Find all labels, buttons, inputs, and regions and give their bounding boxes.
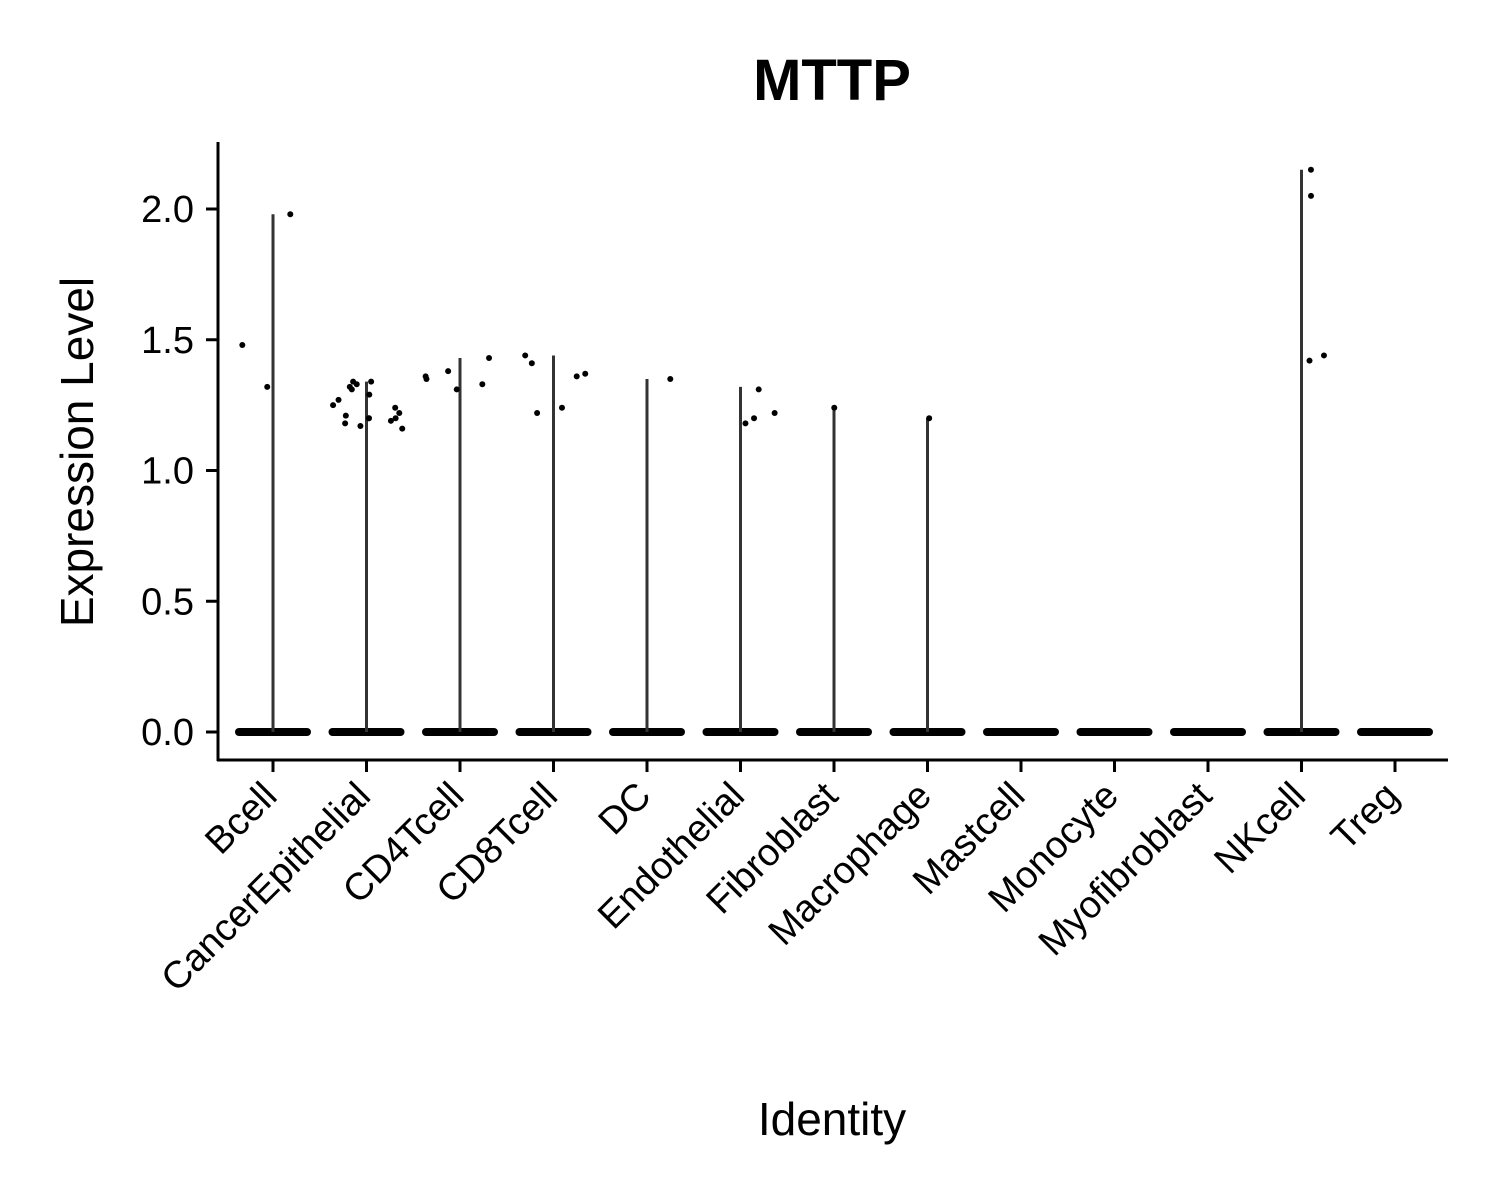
data-point xyxy=(264,383,271,390)
data-point xyxy=(368,378,375,385)
data-point xyxy=(350,378,357,385)
data-point xyxy=(330,402,337,409)
data-point xyxy=(751,415,758,422)
data-point xyxy=(667,375,674,382)
data-point xyxy=(422,373,429,380)
data-point xyxy=(1307,166,1314,173)
data-point xyxy=(287,211,294,218)
y-tick-label: 0.0 xyxy=(141,712,194,754)
data-point xyxy=(392,404,399,411)
data-point xyxy=(486,355,493,362)
data-point xyxy=(573,373,580,380)
chart-title: MTTP xyxy=(753,48,911,113)
plot-area: 0.00.51.01.52.0BcellCancerEpithelialCD4T… xyxy=(141,142,1448,1000)
violin-baseline xyxy=(1076,728,1153,736)
data-point xyxy=(1308,192,1315,199)
violin-baseline xyxy=(1357,728,1433,736)
data-point xyxy=(365,415,372,422)
data-point xyxy=(755,386,762,393)
data-point xyxy=(528,360,535,367)
data-point xyxy=(342,412,349,419)
x-axis-label: Identity xyxy=(758,1093,906,1145)
data-point xyxy=(1320,352,1327,359)
data-point xyxy=(445,368,452,375)
y-tick-label: 0.5 xyxy=(141,581,194,623)
x-tick-label: Bcell xyxy=(197,775,285,863)
data-point xyxy=(387,417,394,424)
data-point xyxy=(392,415,399,422)
data-point xyxy=(534,409,541,416)
violin-baseline xyxy=(983,728,1059,736)
data-point xyxy=(1306,357,1313,364)
x-tick-label: Treg xyxy=(1323,775,1407,859)
data-point xyxy=(357,423,364,430)
data-point xyxy=(926,415,933,422)
data-point xyxy=(399,425,406,432)
y-tick-label: 1.0 xyxy=(141,451,194,493)
data-point xyxy=(335,396,342,403)
y-tick-label: 2.0 xyxy=(141,189,194,231)
data-point xyxy=(453,386,460,393)
x-tick-label: NKcell xyxy=(1207,775,1314,882)
data-point xyxy=(346,383,353,390)
data-point xyxy=(239,341,246,348)
violin-baseline xyxy=(1170,728,1246,736)
x-tick-label: DC xyxy=(591,775,660,844)
data-point xyxy=(366,391,373,398)
data-point xyxy=(396,409,403,416)
data-point xyxy=(479,381,486,388)
data-point xyxy=(582,370,589,377)
data-point xyxy=(742,420,749,427)
data-point xyxy=(831,404,838,411)
data-point xyxy=(771,409,778,416)
y-axis-label: Expression Level xyxy=(51,277,103,627)
data-point xyxy=(558,404,565,411)
data-point xyxy=(342,420,349,427)
data-point xyxy=(522,352,529,359)
y-tick-label: 1.5 xyxy=(141,320,194,362)
